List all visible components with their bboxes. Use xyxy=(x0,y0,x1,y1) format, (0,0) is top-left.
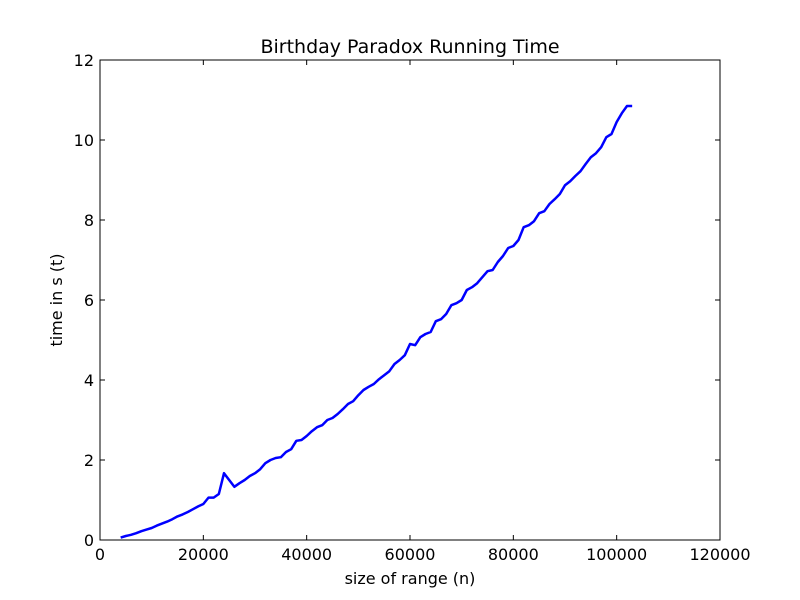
series-line xyxy=(120,104,633,539)
y-tick-label: 6 xyxy=(84,291,94,310)
y-tick-label: 12 xyxy=(74,51,94,70)
x-tick-label: 80000 xyxy=(488,545,539,564)
plot-frame xyxy=(99,59,721,541)
y-tick-label: 8 xyxy=(84,211,94,230)
y-tick-label: 4 xyxy=(84,371,94,390)
x-tick-label: 20000 xyxy=(178,545,229,564)
x-tick-label: 60000 xyxy=(385,545,436,564)
x-tick-label: 100000 xyxy=(586,545,647,564)
x-tick-label: 120000 xyxy=(689,545,750,564)
x-tick-label: 0 xyxy=(95,545,105,564)
x-axis-label: size of range (n) xyxy=(345,569,476,588)
y-tick-label: 2 xyxy=(84,451,94,470)
chart-title: Birthday Paradox Running Time xyxy=(260,36,559,58)
y-tick-label: 0 xyxy=(84,531,94,550)
y-axis-label: time in s (t) xyxy=(47,253,66,346)
x-tick-label: 40000 xyxy=(281,545,332,564)
y-tick-label: 10 xyxy=(74,131,94,150)
